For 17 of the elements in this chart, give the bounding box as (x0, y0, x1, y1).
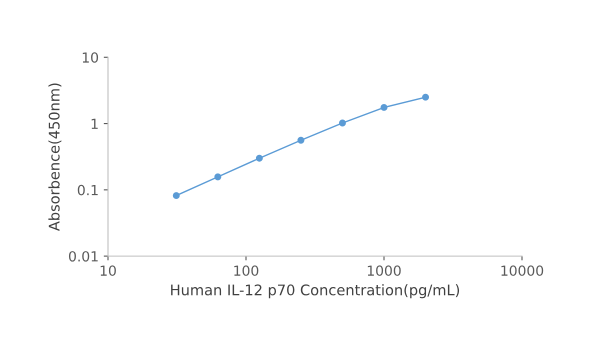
x-tick-label: 1000 (368, 265, 401, 276)
y-tick-label: 0.01 (68, 251, 98, 262)
x-tick-label: 100 (234, 265, 258, 276)
y-tick-label: 1 (92, 118, 98, 129)
x-tick-label: 10 (100, 265, 116, 276)
point (214, 173, 222, 180)
y-tick-label: 0.1 (78, 184, 98, 196)
x-tick-label: 10000 (501, 265, 544, 276)
y-tick-label: 10 (82, 52, 98, 63)
point (172, 192, 180, 200)
x-axis-title: Human IL-12 p70 Concentration(pg/mL) (171, 284, 460, 298)
point (256, 154, 263, 162)
y-axis-title: Absorbence(450nm) (48, 84, 62, 232)
point (380, 104, 388, 111)
point (338, 120, 346, 126)
point (422, 94, 430, 101)
point (297, 136, 304, 144)
